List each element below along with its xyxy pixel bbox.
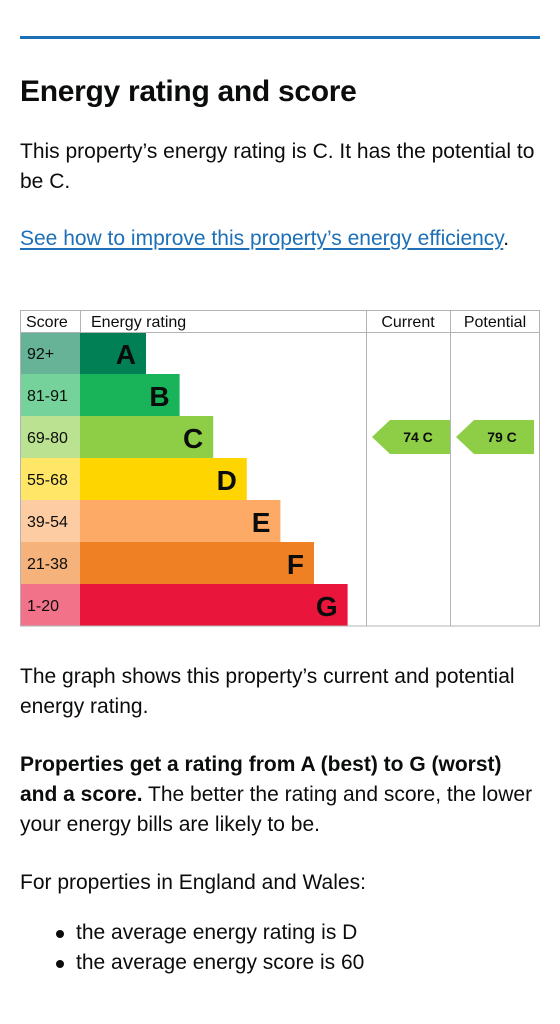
- list-item: the average energy score is 60: [20, 948, 364, 978]
- improve-efficiency-link[interactable]: See how to improve this property’s energ…: [20, 227, 504, 250]
- score-range-c: 69-80: [27, 430, 68, 447]
- rating-intro: This property’s energy rating is C. It h…: [20, 140, 535, 193]
- improve-paragraph: See how to improve this property’s energ…: [20, 224, 540, 254]
- averages-list: the average energy rating is D the avera…: [20, 918, 364, 978]
- rating-letter-c: C: [183, 423, 203, 454]
- potential-rating-arrow: [456, 420, 534, 454]
- header-current: Current: [381, 314, 435, 331]
- score-cell-f: [20, 542, 80, 584]
- score-cell-b: [20, 374, 80, 416]
- rating-letter-d: D: [217, 465, 237, 496]
- score-range-d: 55-68: [27, 472, 68, 489]
- score-cell-c: [20, 416, 80, 458]
- rating-bar-a: [80, 332, 146, 374]
- rating-bar-c: [80, 416, 214, 458]
- score-range-g: 1-20: [27, 598, 59, 615]
- score-range-b: 81-91: [27, 388, 68, 405]
- rating-bar-e: [80, 500, 281, 542]
- list-item: the average energy rating is D: [20, 918, 364, 948]
- rating-bar-f: [80, 542, 314, 584]
- score-range-e: 39-54: [27, 514, 68, 531]
- header-energy-rating: Energy rating: [91, 314, 186, 331]
- rating-bar-d: [80, 458, 247, 500]
- potential-rating-label: 79 C: [487, 429, 517, 445]
- current-rating-arrow: [372, 420, 450, 454]
- header-potential: Potential: [464, 314, 526, 331]
- rating-bar-g: [80, 584, 348, 626]
- rating-letter-e: E: [252, 507, 271, 538]
- score-cell-d: [20, 458, 80, 500]
- score-range-a: 92+: [27, 346, 54, 363]
- score-cell-a: [20, 332, 80, 374]
- rating-letter-f: F: [287, 549, 304, 580]
- rating-bar-b: [80, 374, 180, 416]
- rating-letter-g: G: [316, 591, 338, 622]
- score-cell-g: [20, 584, 80, 626]
- improve-suffix: .: [503, 227, 510, 250]
- page-title: Energy rating and score: [20, 75, 357, 108]
- section-divider: [20, 36, 540, 39]
- score-cell-e: [20, 500, 80, 542]
- ratings-explainer-rest: The better the rating and score, the low…: [20, 783, 533, 836]
- chart-border: [20, 310, 540, 627]
- region-intro: For properties in England and Wales:: [20, 871, 366, 894]
- ratings-explainer: Properties get a rating from A (best) to…: [20, 750, 540, 840]
- score-range-f: 21-38: [27, 556, 68, 573]
- rating-letter-b: B: [149, 381, 169, 412]
- current-rating-label: 74 C: [403, 429, 433, 445]
- ratings-explainer-bold: Properties get a rating from A (best) to…: [20, 753, 502, 806]
- rating-letter-a: A: [116, 339, 136, 370]
- graph-note: The graph shows this property’s current …: [20, 665, 515, 718]
- energy-rating-graph: 92+ A 81-91 B 69-80 C 55-68 D 39-54 E 21-38 F 1-20 G S…: [20, 310, 540, 627]
- header-score: Score: [26, 314, 68, 331]
- energy-rating-chart: 92+ A 81-91 B 69-80 C 55-68 D 39-54 E 21-38 F 1-20 G S…: [20, 310, 540, 628]
